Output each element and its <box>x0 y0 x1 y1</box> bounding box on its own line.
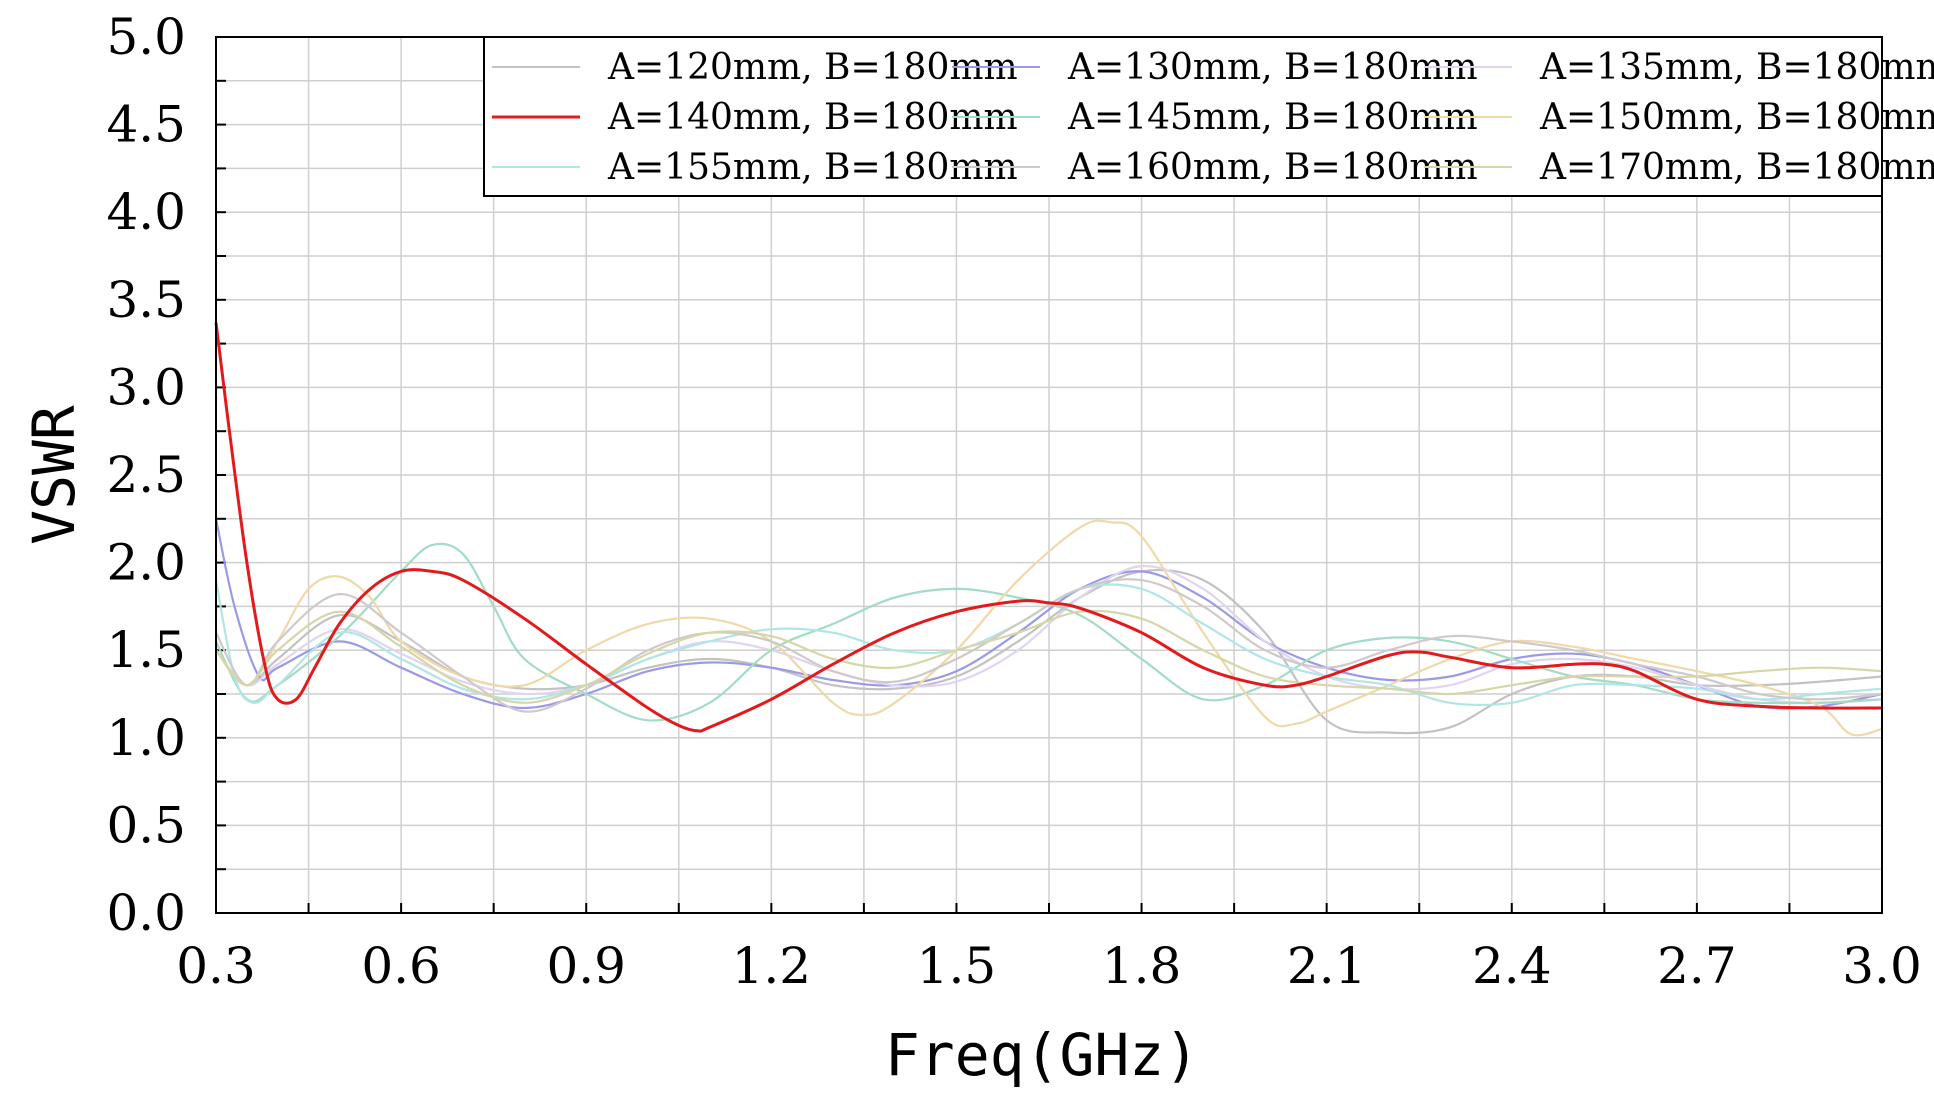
y-tick-label: 5.0 <box>106 8 186 66</box>
x-tick-label: 2.1 <box>1287 937 1367 995</box>
series-line-8 <box>215 578 1883 713</box>
x-tick-label: 1.5 <box>917 937 997 995</box>
series-line-5 <box>215 542 1883 722</box>
series-layer <box>214 322 1883 737</box>
x-tick-label: 2.7 <box>1657 937 1737 995</box>
y-tick-label: 0.0 <box>106 884 186 942</box>
y-tick-label: 2.5 <box>106 446 186 504</box>
legend-label: A=130mm, B=180mm <box>1067 47 1478 88</box>
legend-label: A=120mm, B=180mm <box>607 47 1018 88</box>
y-tick-label: 0.5 <box>106 796 186 854</box>
x-axis-title: Freq(GHz) <box>885 1021 1199 1089</box>
x-tick-label: 0.9 <box>546 937 626 995</box>
legend-label: A=160mm, B=180mm <box>1067 147 1478 188</box>
x-tick-labels: 0.3 0.6 0.9 1.2 1.5 1.8 2.1 2.4 2.7 3.0 <box>176 937 1922 995</box>
legend-label: A=155mm, B=180mm <box>607 147 1018 188</box>
y-tick-label: 3.0 <box>106 358 186 416</box>
series-line-2 <box>214 518 1883 710</box>
series-line-9 <box>215 609 1883 704</box>
y-tick-label: 2.0 <box>106 534 186 592</box>
y-tick-labels: 0.0 0.5 1.0 1.5 2.0 2.5 3.0 3.5 4.0 4.5 5.0 <box>106 8 186 942</box>
y-tick-label: 4.0 <box>106 183 186 241</box>
legend-label: A=170mm, B=180mm <box>1539 147 1934 188</box>
legend-label: A=140mm, B=180mm <box>607 97 1018 138</box>
x-tick-label: 0.3 <box>176 937 256 995</box>
y-axis-title: VSWR <box>20 405 88 545</box>
y-tick-label: 1.0 <box>106 709 186 767</box>
x-tick-label: 2.4 <box>1472 937 1552 995</box>
legend-box <box>483 36 1883 197</box>
legend: A=120mm, B=180mm A=130mm, B=180mm A=135mm,… <box>483 36 1934 197</box>
y-tick-label: 4.5 <box>106 96 186 154</box>
series-line-4 <box>214 322 1883 733</box>
x-tick-label: 0.6 <box>361 937 441 995</box>
legend-label: A=135mm, B=180mm <box>1539 47 1934 88</box>
x-tick-label: 1.8 <box>1102 937 1182 995</box>
x-tick-label: 1.2 <box>732 937 812 995</box>
series-line-6 <box>215 519 1883 737</box>
y-tick-label: 1.5 <box>106 621 186 679</box>
x-tick-label: 3.0 <box>1842 937 1922 995</box>
legend-label: A=150mm, B=180mm <box>1539 97 1934 138</box>
legend-label: A=145mm, B=180mm <box>1067 97 1478 138</box>
y-tick-label: 3.5 <box>106 271 186 329</box>
